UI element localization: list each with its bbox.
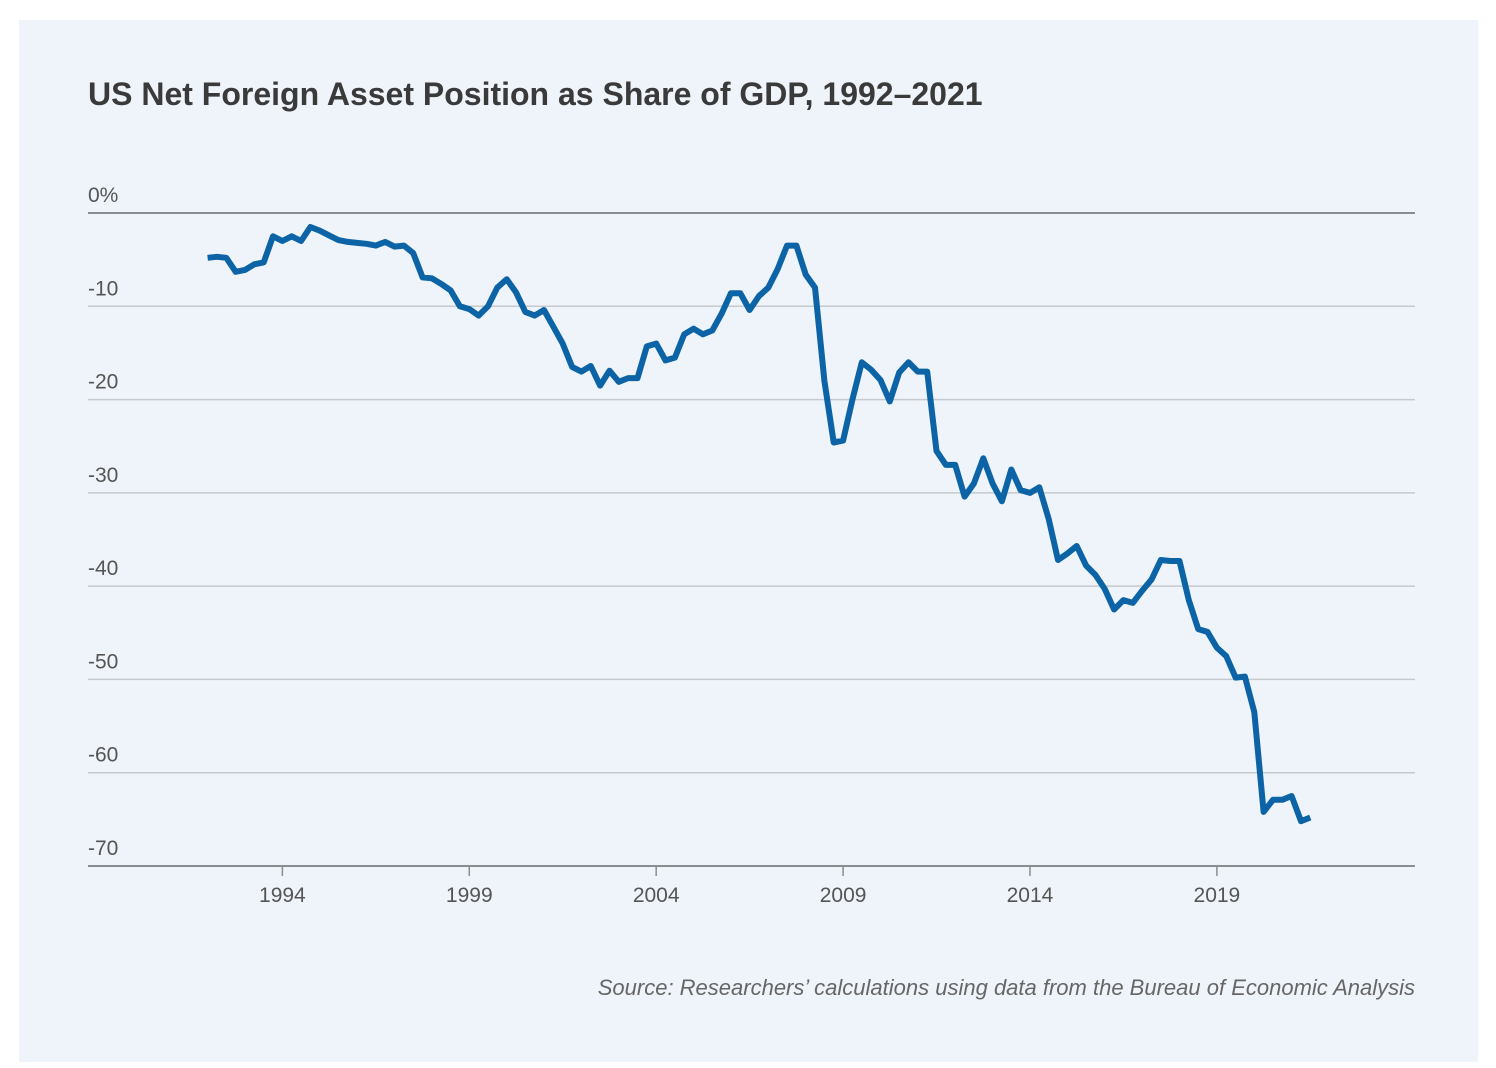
y-tick-label: 0% [88,184,118,207]
x-tick-label: 2019 [1194,884,1241,907]
chart-panel [19,20,1478,1062]
data-line [207,224,1312,825]
x-tick-label: 2014 [1007,884,1054,907]
y-tick-label: -10 [88,277,118,300]
x-tick-label: 1999 [446,884,493,907]
x-tick-label: 2004 [633,884,680,907]
y-tick-label: -50 [88,650,118,673]
y-tick-label: -20 [88,371,118,394]
x-tick-label: 2009 [820,884,867,907]
source-note: Source: Researchers’ calculations using … [598,975,1415,1000]
y-tick-label: -40 [88,557,118,580]
x-tick-label: 1994 [259,884,306,907]
chart-title: US Net Foreign Asset Position as Share o… [88,76,983,112]
y-tick-label: -30 [88,464,118,487]
y-tick-label: -70 [88,837,118,860]
y-tick-label: -60 [88,744,118,767]
